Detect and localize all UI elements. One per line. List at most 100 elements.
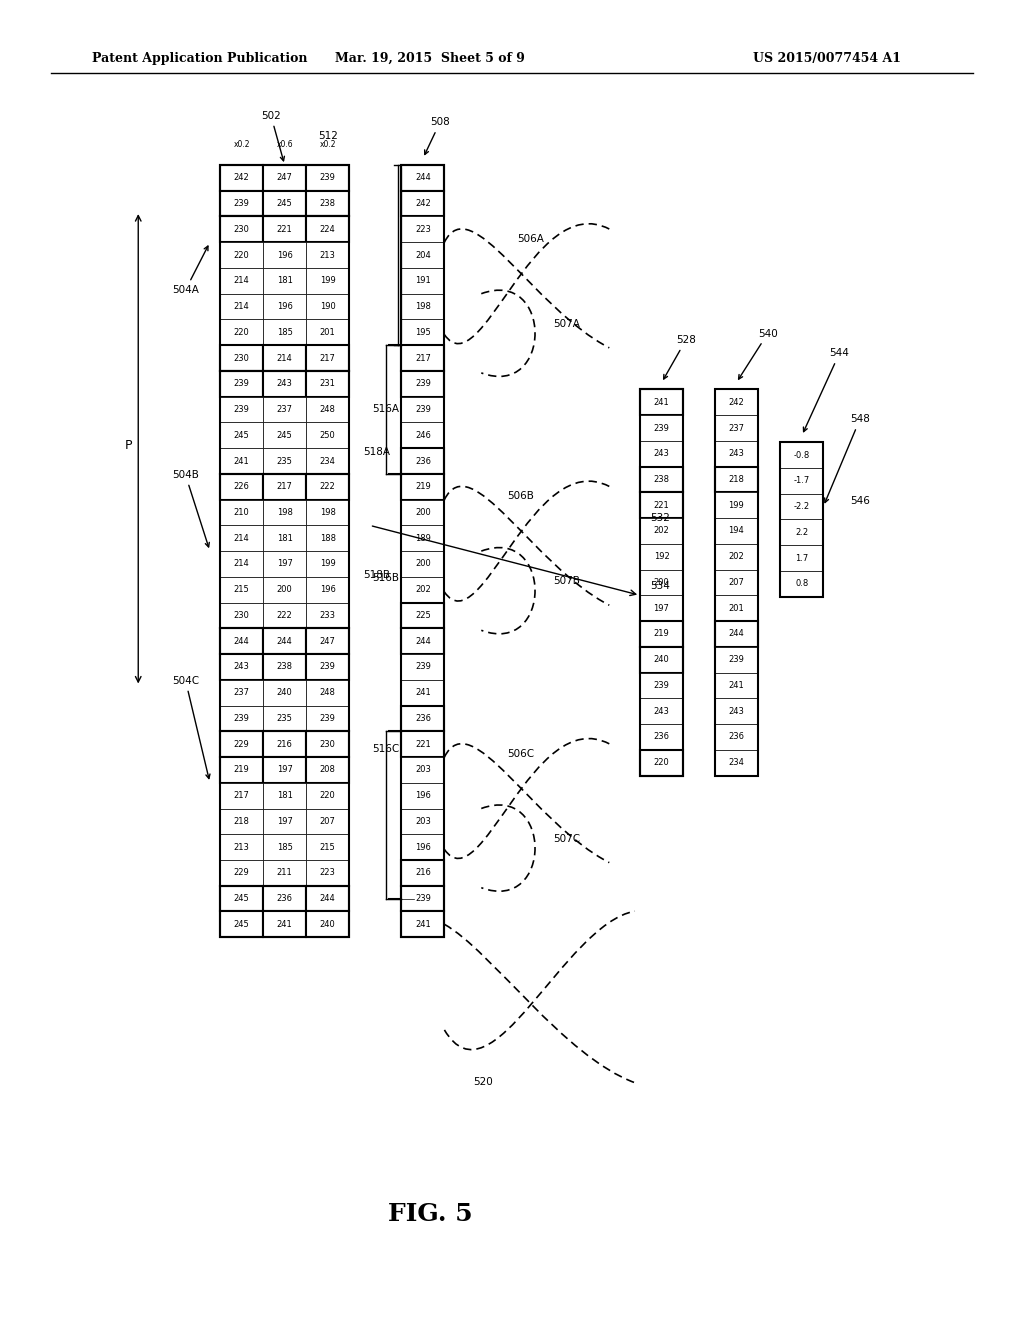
FancyBboxPatch shape bbox=[401, 346, 444, 371]
Bar bbox=[306, 346, 349, 371]
FancyBboxPatch shape bbox=[401, 731, 444, 758]
Text: 217: 217 bbox=[276, 482, 293, 491]
Bar bbox=[220, 886, 263, 912]
Text: 229: 229 bbox=[233, 739, 250, 748]
Text: 198: 198 bbox=[319, 508, 336, 517]
Text: 240: 240 bbox=[276, 688, 293, 697]
Text: 185: 185 bbox=[276, 327, 293, 337]
Text: 512: 512 bbox=[317, 131, 338, 141]
Bar bbox=[401, 731, 444, 758]
Text: 223: 223 bbox=[415, 224, 431, 234]
Text: 507B: 507B bbox=[553, 576, 580, 586]
Text: 208: 208 bbox=[319, 766, 336, 775]
Bar bbox=[263, 886, 306, 912]
Text: 213: 213 bbox=[233, 842, 250, 851]
FancyBboxPatch shape bbox=[263, 449, 306, 474]
FancyBboxPatch shape bbox=[401, 628, 444, 653]
FancyBboxPatch shape bbox=[401, 886, 444, 912]
FancyBboxPatch shape bbox=[780, 519, 823, 545]
FancyBboxPatch shape bbox=[306, 602, 349, 628]
FancyBboxPatch shape bbox=[263, 886, 306, 912]
Text: 189: 189 bbox=[415, 533, 431, 543]
Bar bbox=[220, 758, 263, 783]
FancyBboxPatch shape bbox=[715, 750, 758, 776]
Text: 508: 508 bbox=[425, 117, 450, 154]
Text: 220: 220 bbox=[653, 758, 670, 767]
FancyBboxPatch shape bbox=[715, 441, 758, 467]
Bar bbox=[401, 861, 444, 886]
Text: 528: 528 bbox=[664, 335, 695, 379]
Text: 197: 197 bbox=[276, 766, 293, 775]
Text: 532: 532 bbox=[650, 513, 670, 524]
FancyBboxPatch shape bbox=[220, 758, 263, 783]
Text: US 2015/0077454 A1: US 2015/0077454 A1 bbox=[753, 51, 901, 65]
Text: 236: 236 bbox=[415, 714, 431, 723]
FancyBboxPatch shape bbox=[640, 595, 683, 622]
FancyBboxPatch shape bbox=[263, 783, 306, 808]
Text: 243: 243 bbox=[233, 663, 250, 672]
FancyBboxPatch shape bbox=[220, 422, 263, 449]
Text: 239: 239 bbox=[233, 199, 250, 209]
Text: 200: 200 bbox=[415, 560, 431, 569]
Text: 540: 540 bbox=[738, 329, 777, 379]
FancyBboxPatch shape bbox=[715, 389, 758, 414]
Text: 221: 221 bbox=[415, 739, 431, 748]
Text: 248: 248 bbox=[319, 688, 336, 697]
Text: 244: 244 bbox=[728, 630, 744, 639]
Bar bbox=[401, 190, 444, 216]
Bar bbox=[306, 371, 349, 396]
Text: 246: 246 bbox=[415, 430, 431, 440]
FancyBboxPatch shape bbox=[640, 492, 683, 517]
Text: 223: 223 bbox=[319, 869, 336, 878]
FancyBboxPatch shape bbox=[263, 758, 306, 783]
Text: 516C: 516C bbox=[372, 744, 399, 755]
Text: 241: 241 bbox=[233, 457, 250, 466]
FancyBboxPatch shape bbox=[715, 519, 758, 544]
FancyBboxPatch shape bbox=[715, 647, 758, 672]
Text: 245: 245 bbox=[233, 894, 250, 903]
Text: 231: 231 bbox=[319, 379, 336, 388]
FancyBboxPatch shape bbox=[401, 500, 444, 525]
FancyBboxPatch shape bbox=[263, 808, 306, 834]
Text: 214: 214 bbox=[233, 560, 250, 569]
Text: 242: 242 bbox=[415, 199, 431, 209]
Bar bbox=[263, 371, 306, 396]
Text: 248: 248 bbox=[319, 405, 336, 414]
Text: 1.7: 1.7 bbox=[796, 553, 808, 562]
Text: 199: 199 bbox=[319, 560, 336, 569]
Text: 241: 241 bbox=[276, 920, 293, 929]
Text: 199: 199 bbox=[728, 500, 744, 510]
Bar bbox=[263, 758, 306, 783]
Text: 239: 239 bbox=[653, 681, 670, 690]
FancyBboxPatch shape bbox=[401, 449, 444, 474]
Bar bbox=[640, 467, 683, 492]
Text: 200: 200 bbox=[276, 585, 293, 594]
Bar bbox=[220, 346, 263, 371]
Text: 502: 502 bbox=[261, 111, 285, 161]
FancyBboxPatch shape bbox=[715, 544, 758, 570]
Bar bbox=[220, 628, 263, 653]
FancyBboxPatch shape bbox=[220, 243, 263, 268]
Text: -1.7: -1.7 bbox=[794, 477, 810, 486]
Text: 217: 217 bbox=[233, 791, 250, 800]
FancyBboxPatch shape bbox=[220, 396, 263, 422]
FancyBboxPatch shape bbox=[401, 783, 444, 808]
FancyBboxPatch shape bbox=[780, 570, 823, 597]
Bar bbox=[401, 165, 444, 190]
Text: 196: 196 bbox=[276, 302, 293, 312]
FancyBboxPatch shape bbox=[263, 861, 306, 886]
Bar bbox=[220, 731, 263, 758]
Text: 234: 234 bbox=[319, 457, 336, 466]
Text: 239: 239 bbox=[233, 379, 250, 388]
Text: 238: 238 bbox=[653, 475, 670, 484]
Text: 197: 197 bbox=[276, 817, 293, 826]
Text: 516A: 516A bbox=[372, 404, 398, 414]
FancyBboxPatch shape bbox=[306, 422, 349, 449]
FancyBboxPatch shape bbox=[640, 414, 683, 441]
Bar bbox=[401, 449, 444, 474]
Text: 230: 230 bbox=[233, 354, 250, 363]
Bar bbox=[306, 731, 349, 758]
Text: 247: 247 bbox=[319, 636, 336, 645]
FancyBboxPatch shape bbox=[306, 834, 349, 861]
FancyBboxPatch shape bbox=[640, 673, 683, 698]
